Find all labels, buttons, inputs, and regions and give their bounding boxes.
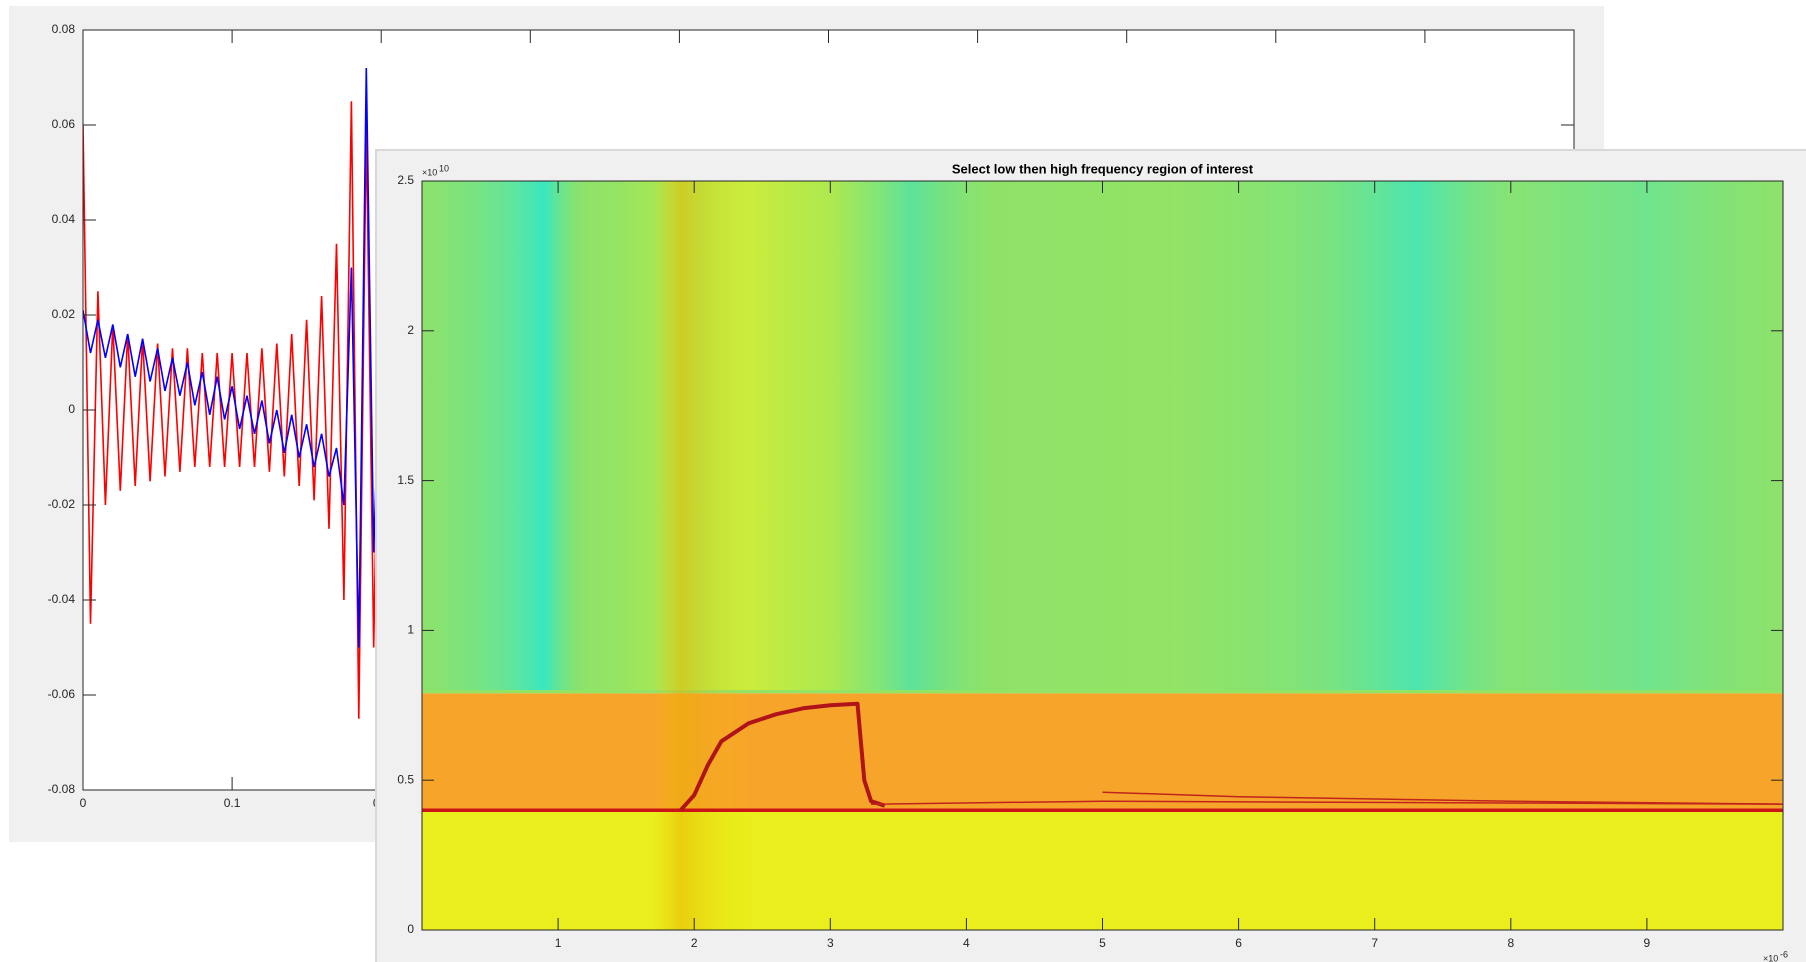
heatmap-area <box>422 181 1783 930</box>
plot-lines <box>83 67 382 719</box>
signal-line <box>83 67 382 648</box>
y-tick-label: 2 <box>407 323 414 337</box>
texture <box>422 181 1783 930</box>
ridge-line <box>679 701 886 812</box>
y-tick-label: 0.06 <box>52 117 76 131</box>
y-multiplier: ×10 <box>422 167 437 177</box>
x-tick-label: 8 <box>1507 936 1514 950</box>
x-tick-label: 7 <box>1371 936 1378 950</box>
y-tick-label: 2.5 <box>397 173 414 187</box>
x-tick-label: 1 <box>555 936 562 950</box>
ridge-line <box>1102 791 1783 805</box>
y-tick-label: -0.02 <box>48 497 76 511</box>
y-multiplier-exponent: 10 <box>439 163 449 173</box>
x-tick-label: 9 <box>1644 936 1651 950</box>
y-tick-label: 0.02 <box>52 307 76 321</box>
x-tick-label: 0 <box>80 796 87 810</box>
x-multiplier-exponent: -6 <box>1780 949 1788 959</box>
ridge-line <box>871 800 1783 805</box>
y-tick-label: -0.04 <box>48 592 76 606</box>
x-multiplier: ×10 <box>1763 953 1778 962</box>
y-tick-label: -0.06 <box>48 687 76 701</box>
y-tick-label: 1 <box>407 623 414 637</box>
y-tick-label: 0.5 <box>397 772 414 786</box>
x-tick-label: 4 <box>963 936 970 950</box>
y-tick-label: 0.08 <box>52 22 76 36</box>
spectrogram-chart: 1 2 3 4 5 6 7 8 9 0 0.5 1 1.5 2 2.5 Select low then hig… <box>397 161 1788 962</box>
y-tick-label: 1.5 <box>397 473 414 487</box>
x-tick-label: 0.1 <box>224 796 241 810</box>
y-tick-label: 0 <box>407 922 414 936</box>
signal-line <box>83 101 382 719</box>
x-tick-label: 5 <box>1099 936 1106 950</box>
y-tick-label: -0.08 <box>48 782 76 796</box>
chart-title: Select low then high frequency region of… <box>952 161 1254 176</box>
y-tick-label: 0 <box>68 402 75 416</box>
x-tick-label: 3 <box>827 936 834 950</box>
x-tick-label: 6 <box>1235 936 1242 950</box>
x-tick-label: 2 <box>691 936 698 950</box>
y-tick-label: 0.04 <box>52 212 76 226</box>
